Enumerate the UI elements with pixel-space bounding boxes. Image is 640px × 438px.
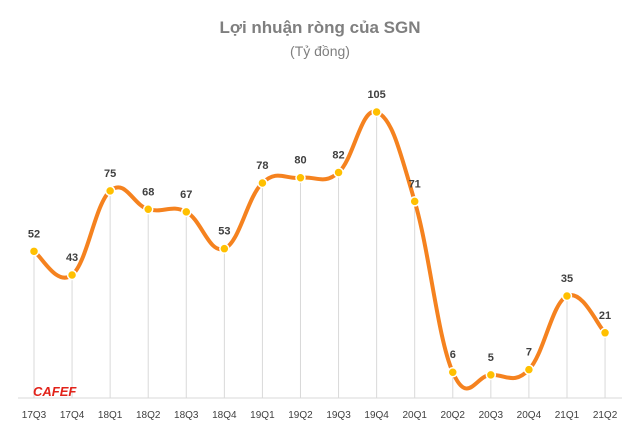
data-point-19Q1 bbox=[257, 177, 268, 189]
data-point-18Q2 bbox=[142, 204, 154, 215]
data-label-20Q4: 7 bbox=[526, 347, 532, 359]
chart-title: Lợi nhuận ròng của SGN bbox=[220, 18, 421, 37]
x-tick-labels: 17Q3 17Q4 18Q1 18Q2 18Q3 18Q4 19Q1 19Q2 19Q3 19Q4… bbox=[22, 410, 618, 421]
series-markers bbox=[28, 106, 611, 381]
x-tick-21Q2: 21Q2 bbox=[593, 410, 618, 421]
data-point-18Q1 bbox=[104, 185, 116, 197]
x-tick-19Q2: 19Q2 bbox=[288, 410, 313, 421]
x-tick-19Q3: 19Q3 bbox=[326, 410, 351, 421]
series-line bbox=[32, 109, 608, 391]
data-point-17Q4 bbox=[66, 269, 78, 281]
data-label-17Q4: 43 bbox=[66, 252, 78, 264]
data-point-17Q3 bbox=[28, 246, 40, 257]
data-point-21Q2 bbox=[599, 327, 611, 339]
x-tick-20Q1: 20Q1 bbox=[402, 410, 427, 421]
data-label-18Q4: 53 bbox=[218, 226, 230, 238]
x-tick-20Q2: 20Q2 bbox=[441, 410, 466, 421]
x-tick-19Q4: 19Q4 bbox=[364, 410, 389, 421]
data-point-20Q4 bbox=[523, 364, 535, 375]
x-tick-18Q3: 18Q3 bbox=[174, 410, 199, 421]
data-labels: 52 43 75 68 67 53 78 80 82 105 71 6 5 7 35 21 bbox=[28, 89, 611, 364]
data-point-19Q4 bbox=[371, 106, 382, 118]
data-point-19Q3 bbox=[333, 167, 344, 178]
x-tick-20Q3: 20Q3 bbox=[479, 410, 504, 421]
x-tick-17Q3: 17Q3 bbox=[22, 410, 47, 421]
data-label-18Q3: 67 bbox=[180, 189, 192, 201]
data-point-20Q1 bbox=[409, 196, 420, 207]
data-label-20Q3: 5 bbox=[488, 352, 494, 364]
data-label-17Q3: 52 bbox=[28, 228, 40, 240]
x-tick-19Q1: 19Q1 bbox=[250, 410, 275, 421]
cafef-watermark: CAFEF bbox=[33, 384, 77, 399]
data-point-18Q4 bbox=[219, 243, 230, 254]
x-tick-18Q2: 18Q2 bbox=[136, 410, 161, 421]
x-tick-18Q4: 18Q4 bbox=[212, 410, 237, 421]
data-label-19Q2: 80 bbox=[294, 155, 306, 167]
data-point-20Q2 bbox=[447, 366, 459, 378]
x-tick-21Q1: 21Q1 bbox=[555, 410, 580, 421]
data-label-19Q3: 82 bbox=[332, 149, 344, 161]
data-label-18Q2: 68 bbox=[142, 186, 154, 198]
data-label-19Q4: 105 bbox=[367, 89, 385, 101]
data-point-20Q3 bbox=[485, 369, 497, 381]
x-tick-20Q4: 20Q4 bbox=[517, 410, 542, 421]
watermark-text: CAFEF bbox=[33, 384, 77, 399]
x-tick-17Q4: 17Q4 bbox=[60, 410, 85, 421]
chart-subtitle: (Tỷ đồng) bbox=[290, 43, 350, 59]
data-label-20Q2: 6 bbox=[450, 349, 456, 361]
data-point-19Q2 bbox=[295, 172, 306, 183]
data-label-19Q1: 78 bbox=[256, 160, 268, 172]
data-label-21Q1: 35 bbox=[561, 273, 573, 285]
vertical-gridlines bbox=[33, 112, 606, 398]
data-point-21Q1 bbox=[561, 290, 573, 302]
data-label-20Q1: 71 bbox=[409, 178, 421, 190]
data-label-18Q1: 75 bbox=[104, 168, 116, 180]
data-label-21Q2: 21 bbox=[599, 310, 611, 322]
x-tick-18Q1: 18Q1 bbox=[98, 410, 123, 421]
data-point-18Q3 bbox=[181, 206, 192, 218]
